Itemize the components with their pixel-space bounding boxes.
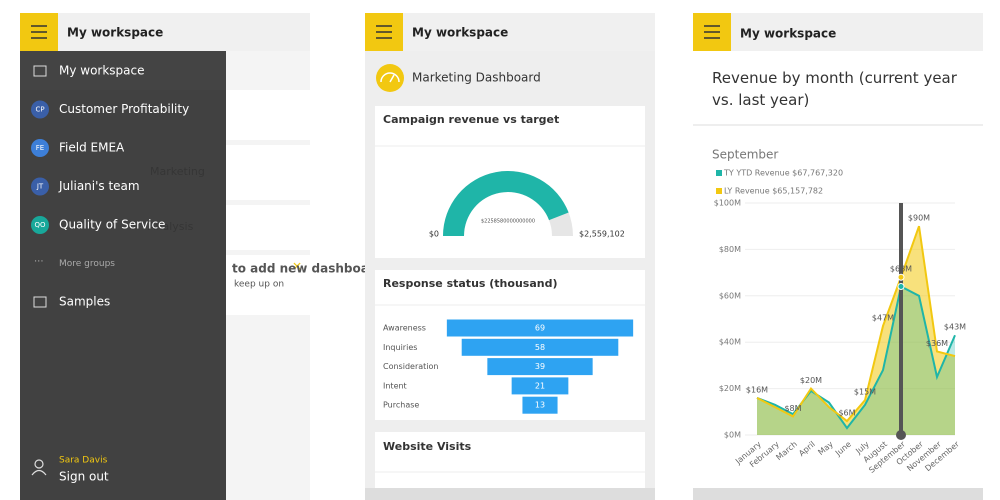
- data-label: $8M: [784, 404, 801, 413]
- tile-title: Campaign revenue vs target: [383, 113, 559, 126]
- bottom-bar: [693, 488, 983, 500]
- nav-menu: [20, 51, 226, 500]
- header-title: My workspace: [412, 26, 508, 40]
- menu-icon: [33, 296, 47, 308]
- gauge-min: $0: [429, 230, 439, 239]
- more-icon: ···: [34, 257, 44, 268]
- funnel-value: 13: [535, 401, 545, 410]
- header-bar: [403, 13, 655, 51]
- bottom-bar: [365, 488, 655, 500]
- y-tick-label: $80M: [719, 245, 741, 254]
- header-bar: [731, 13, 983, 51]
- point-marker: [897, 273, 905, 281]
- hamburger: [31, 25, 47, 39]
- data-label: $16M: [746, 385, 768, 394]
- funnel-label: Inquiries: [383, 343, 417, 352]
- funnel-value: 21: [535, 381, 545, 390]
- funnel-label: Awareness: [383, 324, 426, 333]
- menu-icon: [33, 65, 47, 77]
- tile-title: Website Visits: [383, 440, 472, 453]
- dashboard-icon: [376, 64, 404, 92]
- user-icon: [31, 459, 47, 476]
- data-label: $47M: [872, 313, 894, 322]
- menu-highlight: [20, 51, 226, 90]
- data-label: $6M: [838, 409, 855, 418]
- data-label: $43M: [944, 323, 966, 332]
- group-badge: [31, 100, 49, 119]
- y-tick-label: $0M: [724, 431, 741, 440]
- cursor-handle[interactable]: [896, 430, 906, 440]
- legend-label: TY YTD Revenue $67,767,320: [723, 169, 843, 178]
- funnel-bar: [487, 358, 593, 376]
- y-tick-label: $40M: [719, 338, 741, 347]
- gauge-max: $2,559,102: [579, 230, 625, 239]
- background-text: to add new dashboards: [232, 262, 391, 276]
- chart-subtitle: September: [712, 148, 778, 162]
- close-icon[interactable]: ✕: [292, 260, 302, 274]
- data-label: $90M: [908, 214, 930, 223]
- data-label: $20M: [800, 376, 822, 385]
- series-line: [756, 225, 956, 423]
- header-bar: [58, 13, 310, 51]
- sign-out[interactable]: Sign out: [59, 470, 109, 484]
- menu-item[interactable]: Samples: [59, 295, 110, 309]
- gauge-fill: [443, 170, 569, 236]
- funnel-value: 69: [535, 324, 545, 333]
- menu-item[interactable]: My workspace: [59, 64, 145, 78]
- user-name: Sara Davis: [59, 456, 108, 466]
- funnel-label: Consideration: [383, 362, 438, 371]
- funnel-value: 58: [535, 343, 545, 352]
- funnel-bar: [522, 396, 558, 414]
- funnel-label: Intent: [383, 381, 407, 390]
- funnel-label: Purchase: [383, 401, 419, 410]
- badge-text: FE: [36, 144, 44, 152]
- chart-title: Revenue by month (current year vs. last …: [712, 69, 957, 109]
- point-marker: [897, 283, 905, 291]
- funnel-bar: [446, 319, 634, 337]
- header-title: My workspace: [740, 27, 836, 41]
- x-tick-label: April: [797, 440, 817, 459]
- badge-text: CP: [35, 106, 44, 114]
- group-badge: [31, 177, 49, 196]
- data-label: $36M: [926, 339, 948, 348]
- data-label: $15M: [854, 388, 876, 397]
- x-tick-label: May: [816, 439, 835, 457]
- menu-item[interactable]: Customer Profitability: [59, 102, 189, 116]
- x-tick-label: March: [774, 440, 798, 463]
- legend-label: LY Revenue $65,157,782: [724, 187, 823, 196]
- dashboard-title: Marketing Dashboard: [412, 71, 541, 85]
- background-text: keep up on: [234, 280, 284, 290]
- badge-text: QO: [34, 221, 46, 229]
- y-tick-label: $100M: [714, 199, 741, 208]
- menu-item[interactable]: Juliani's team: [58, 179, 140, 193]
- group-badge: [31, 139, 49, 157]
- series-line: [756, 285, 956, 430]
- badge-text: JT: [36, 183, 44, 191]
- y-tick-label: $60M: [719, 291, 741, 300]
- area-fill: [757, 226, 955, 435]
- hamburger: [376, 25, 392, 39]
- legend-swatch: [716, 170, 722, 176]
- legend-swatch: [716, 188, 722, 194]
- header-title: My workspace: [67, 26, 163, 40]
- tile-title: Response status (thousand): [383, 277, 557, 290]
- group-badge: [31, 216, 49, 234]
- menu-item[interactable]: More groups: [59, 259, 115, 269]
- menu-item[interactable]: Quality of Service: [59, 218, 165, 232]
- dashboard-icon-glyph: [380, 72, 400, 83]
- menu-item[interactable]: Field EMEA: [59, 141, 125, 155]
- funnel-bar: [461, 338, 619, 356]
- funnel-bar: [511, 377, 569, 395]
- funnel-value: 39: [535, 362, 545, 371]
- gauge-value: $2258580000000000: [481, 219, 535, 225]
- y-tick-label: $20M: [719, 384, 741, 393]
- hamburger: [704, 25, 720, 39]
- data-label: $68M: [890, 265, 912, 274]
- x-tick-label: June: [833, 440, 853, 459]
